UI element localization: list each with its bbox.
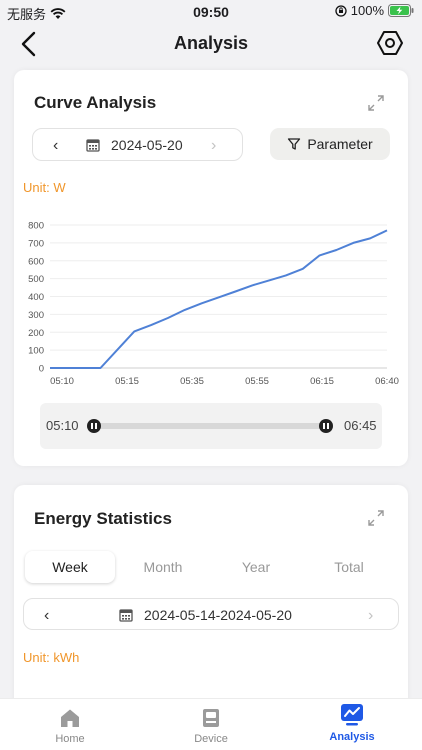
tab-month[interactable]: Month xyxy=(143,559,183,575)
selected-date: 2024-05-20 xyxy=(111,137,183,153)
energy-unit: Unit: kWh xyxy=(23,650,80,665)
range-start-label: 05:10 xyxy=(46,418,79,433)
y-tick-label: 800 xyxy=(28,221,44,232)
prev-date-icon[interactable]: ‹ xyxy=(53,137,59,154)
tab-year[interactable]: Year xyxy=(241,559,271,575)
device-icon xyxy=(203,709,219,727)
calendar-icon xyxy=(86,139,100,152)
x-tick-label: 05:55 xyxy=(245,376,269,387)
analysis-icon xyxy=(341,704,363,726)
x-tick-label: 05:15 xyxy=(115,376,139,387)
period-tabs: Week Month Year Total xyxy=(25,551,397,585)
slider-track[interactable] xyxy=(94,423,326,429)
page-title: Analysis xyxy=(173,33,249,53)
y-tick-label: 400 xyxy=(28,292,44,303)
energy-statistics-card: Energy Statistics Week Month Year Total … xyxy=(14,485,408,725)
parameter-label: Parameter xyxy=(307,136,373,152)
range-start-handle[interactable] xyxy=(87,419,101,433)
range-end-handle[interactable] xyxy=(319,419,333,433)
selected-date-range: 2024-05-14-2024-05-20 xyxy=(144,607,292,623)
tab-device-label: Device xyxy=(194,733,228,745)
y-tick-label: 300 xyxy=(28,310,44,321)
nav-bar: Analysis xyxy=(0,24,422,64)
tab-analysis[interactable]: Analysis xyxy=(302,704,402,743)
prev-range-icon[interactable]: ‹ xyxy=(44,607,50,624)
y-tick-label: 600 xyxy=(28,256,44,267)
parameter-button[interactable]: Parameter xyxy=(270,128,390,160)
status-right: 100% xyxy=(335,3,414,18)
energy-statistics-title: Energy Statistics xyxy=(34,509,172,528)
tab-home[interactable]: Home xyxy=(20,707,120,745)
tab-analysis-label: Analysis xyxy=(329,731,375,743)
wifi-icon xyxy=(50,7,66,19)
expand-icon[interactable] xyxy=(368,95,384,111)
curve-analysis-card: Curve Analysis ‹ 2024-05-20 › Parameter … xyxy=(14,70,408,466)
curve-unit: Unit: W xyxy=(23,180,66,195)
orientation-lock-icon xyxy=(335,4,347,17)
settings-icon[interactable] xyxy=(376,29,404,57)
carrier: 无服务 xyxy=(7,4,66,23)
next-range-icon[interactable]: › xyxy=(368,607,374,624)
x-tick-label: 05:35 xyxy=(180,376,204,387)
x-tick-label: 05:10 xyxy=(50,376,74,387)
battery-percent: 100% xyxy=(350,3,384,18)
date-range-picker[interactable]: ‹ 2024-05-14-2024-05-20 › xyxy=(23,598,399,630)
y-tick-label: 100 xyxy=(28,346,44,357)
home-icon xyxy=(61,709,79,727)
x-tick-label: 06:15 xyxy=(310,376,334,387)
status-bar: 无服务 09:50 100% xyxy=(0,0,422,24)
bottom-tab-bar: Home Device Analysis xyxy=(0,698,422,750)
next-date-icon[interactable]: › xyxy=(211,137,217,154)
power-series-line xyxy=(50,229,388,369)
status-time: 09:50 xyxy=(193,4,229,20)
tab-week[interactable]: Week xyxy=(25,551,115,583)
time-range-slider: 05:10 06:45 xyxy=(40,403,382,449)
carrier-text: 无服务 xyxy=(7,7,47,22)
battery-charging-icon xyxy=(388,4,414,17)
y-tick-label: 500 xyxy=(28,274,44,285)
back-icon[interactable] xyxy=(16,28,44,60)
date-picker[interactable]: ‹ 2024-05-20 › xyxy=(32,128,243,161)
calendar-icon xyxy=(119,609,133,622)
tab-total[interactable]: Total xyxy=(334,559,364,575)
range-end-label: 06:45 xyxy=(344,418,377,433)
y-tick-label: 200 xyxy=(28,328,44,339)
curve-analysis-title: Curve Analysis xyxy=(34,93,157,112)
y-tick-label: 700 xyxy=(28,238,44,249)
y-tick-label: 0 xyxy=(39,364,44,375)
curve-chart: 0 100 200 300 400 500 600 700 800 05:10 05:15 05:35… xyxy=(28,221,399,388)
tab-device[interactable]: Device xyxy=(161,707,261,745)
x-tick-label: 06:40 xyxy=(375,376,399,387)
expand-icon[interactable] xyxy=(368,510,384,526)
filter-icon xyxy=(288,138,301,150)
tab-home-label: Home xyxy=(55,733,85,745)
